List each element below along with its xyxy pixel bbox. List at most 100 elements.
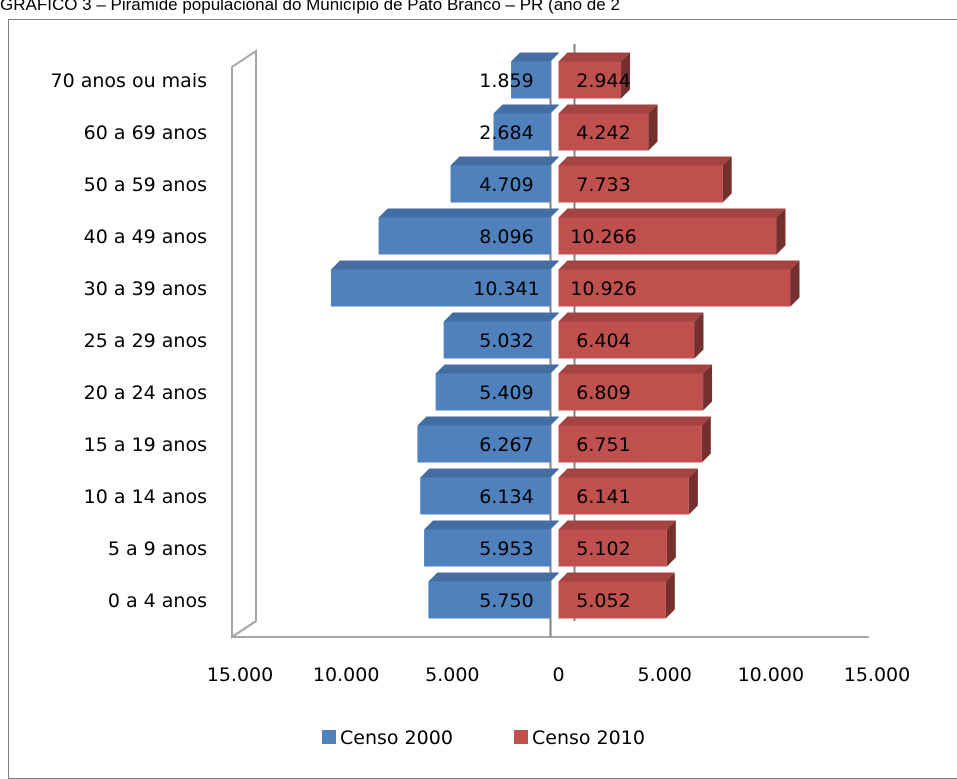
floor-depth-line bbox=[231, 620, 257, 638]
bar-censo-2010 bbox=[558, 312, 704, 359]
data-label: 7.733 bbox=[576, 174, 630, 196]
x-tick-label: 10.000 bbox=[313, 664, 379, 686]
data-label: 6.134 bbox=[479, 486, 533, 508]
data-label: 6.267 bbox=[479, 434, 533, 456]
bar-side-face bbox=[722, 156, 732, 203]
data-label: 8.096 bbox=[479, 226, 533, 248]
bar-censo-2010 bbox=[558, 156, 732, 203]
bar-top-face bbox=[435, 364, 560, 374]
bar-front-face bbox=[558, 581, 666, 619]
bar-side-face bbox=[666, 520, 676, 567]
category-label: 10 a 14 anos bbox=[84, 486, 207, 508]
data-label: 10.341 bbox=[473, 278, 539, 300]
category-label: 60 a 69 anos bbox=[84, 122, 207, 144]
bar-censo-2010 bbox=[558, 104, 658, 151]
x-tick-label: 0 bbox=[552, 664, 564, 686]
bar-censo-2010 bbox=[558, 416, 711, 463]
bar-censo-2010 bbox=[558, 208, 786, 255]
bar-top-face bbox=[558, 468, 698, 478]
data-label: 5.102 bbox=[576, 538, 630, 560]
bar-front-face bbox=[558, 373, 704, 411]
category-labels: 0 a 4 anos 5 a 9 anos 10 a 14 anos 15 a 19 … bbox=[51, 70, 208, 612]
bar-censo-2000 bbox=[417, 416, 560, 463]
data-label: 5.409 bbox=[479, 382, 533, 404]
x-tick-label: 15.000 bbox=[844, 664, 910, 686]
bar-top-face bbox=[420, 468, 560, 478]
category-label: 0 a 4 anos bbox=[108, 590, 207, 612]
bar-censo-2000 bbox=[330, 260, 560, 307]
bar-side-face bbox=[703, 364, 713, 411]
bar-front-face bbox=[378, 217, 551, 255]
legend-swatch bbox=[514, 730, 528, 744]
data-label: 5.052 bbox=[576, 590, 630, 612]
chart-title: GRÁFICO 3 – Pirâmide populacional do Mun… bbox=[0, 0, 620, 14]
bar-front-face bbox=[558, 269, 791, 307]
bar-censo-2000 bbox=[443, 312, 560, 359]
bar-censo-2000 bbox=[511, 52, 560, 99]
category-label: 50 a 59 anos bbox=[84, 174, 207, 196]
bar-side-face bbox=[688, 468, 698, 515]
bar-side-face bbox=[621, 52, 631, 99]
data-label: 1.859 bbox=[479, 70, 533, 92]
category-label: 5 a 9 anos bbox=[108, 538, 207, 560]
legend-swatch bbox=[322, 730, 336, 744]
legend-label: Censo 2000 bbox=[340, 727, 453, 749]
x-tick-label: 5.000 bbox=[425, 664, 479, 686]
bar-front-face bbox=[558, 217, 777, 255]
category-label: 40 a 49 anos bbox=[84, 226, 207, 248]
bar-censo-2000 bbox=[450, 156, 560, 203]
bar-censo-2010 bbox=[558, 468, 698, 515]
bar-side-face bbox=[701, 416, 711, 463]
bar-top-face bbox=[443, 312, 560, 322]
bar-censo-2010 bbox=[558, 520, 676, 567]
bar-top-face bbox=[378, 208, 560, 218]
bar-top-face bbox=[417, 416, 560, 426]
bar-censo-2000 bbox=[378, 208, 560, 255]
bar-censo-2010 bbox=[558, 260, 800, 307]
x-tick-label: 10.000 bbox=[738, 664, 804, 686]
bar-side-face bbox=[694, 312, 704, 359]
bar-front-face bbox=[558, 321, 695, 359]
data-labels: 5.750 5.052 5.953 5.102 6.134 6.141 6.267 6.751… bbox=[473, 70, 636, 612]
bar-top-face bbox=[424, 520, 560, 530]
bar-front-face bbox=[330, 269, 551, 307]
bar-front-face bbox=[443, 321, 551, 359]
bar-censo-2000 bbox=[493, 104, 560, 151]
legend-item-censo-2000: Censo 2000 bbox=[322, 727, 453, 749]
bar-front-face bbox=[558, 529, 667, 567]
category-label: 70 anos ou mais bbox=[51, 70, 208, 92]
bar-censo-2000 bbox=[420, 468, 560, 515]
bar-top-face bbox=[511, 52, 560, 62]
bar-front-face bbox=[558, 61, 622, 99]
bar-top-face bbox=[428, 572, 560, 582]
data-label: 6.141 bbox=[576, 486, 630, 508]
bar-top-face bbox=[558, 52, 631, 62]
category-label: 20 a 24 anos bbox=[84, 382, 207, 404]
bar-top-face bbox=[558, 312, 704, 322]
bar-top-face bbox=[558, 208, 786, 218]
bar-front-face bbox=[450, 165, 551, 203]
bar-front-face bbox=[428, 581, 551, 619]
bar-censo-2010 bbox=[558, 364, 713, 411]
bar-front-face bbox=[558, 165, 723, 203]
bar-top-face bbox=[558, 104, 658, 114]
bar-side-face bbox=[776, 208, 786, 255]
bar-front-face bbox=[417, 425, 551, 463]
legend: Censo 2000 Censo 2010 bbox=[322, 727, 645, 749]
bar-censo-2000 bbox=[435, 364, 560, 411]
bar-side-face bbox=[648, 104, 658, 151]
bar-top-face bbox=[558, 572, 675, 582]
bar-top-face bbox=[330, 260, 560, 270]
chart-bars bbox=[330, 52, 800, 619]
bar-front-face bbox=[435, 373, 551, 411]
bar-top-face bbox=[558, 260, 800, 270]
data-label: 10.926 bbox=[570, 278, 636, 300]
bar-front-face bbox=[558, 425, 702, 463]
x-tick-label: 5.000 bbox=[637, 664, 691, 686]
data-label: 10.266 bbox=[570, 226, 636, 248]
bar-top-face bbox=[558, 416, 711, 426]
category-label: 15 a 19 anos bbox=[84, 434, 207, 456]
data-label: 2.944 bbox=[576, 70, 630, 92]
bar-side-face bbox=[665, 572, 675, 619]
